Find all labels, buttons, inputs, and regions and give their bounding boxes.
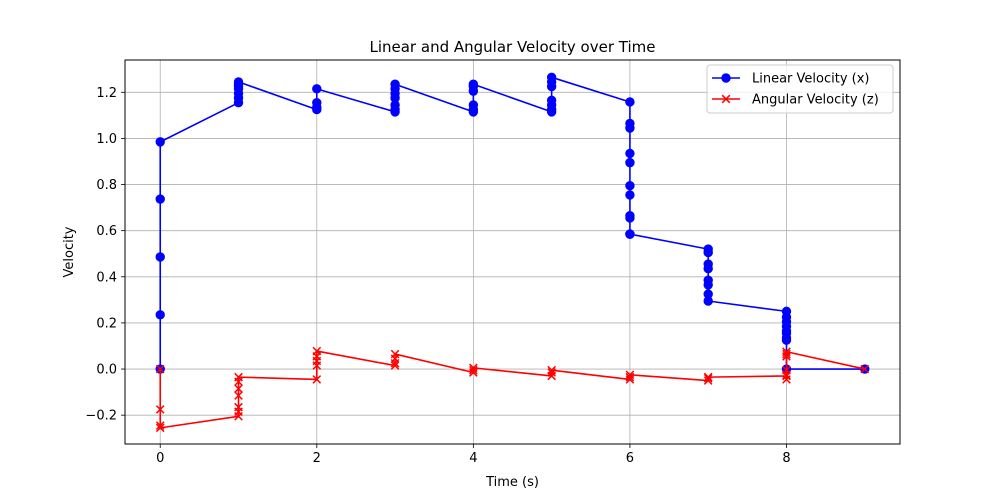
angular-velocity-point (625, 370, 635, 380)
angular-velocity-point (469, 363, 478, 373)
angular-velocity-point (155, 364, 165, 374)
plot-frame (124, 59, 901, 445)
angular-velocity-point (234, 391, 243, 400)
angular-velocity-point (234, 372, 243, 382)
linear-velocity-point (155, 137, 165, 147)
x-tick-label: 4 (469, 451, 477, 466)
linear-velocity-point (390, 79, 400, 89)
linear-velocity-point (312, 97, 322, 108)
linear-velocity-point (625, 180, 635, 191)
series-layer (155, 72, 870, 433)
y-axis-label: Velocity (62, 226, 77, 277)
angular-velocity-point (703, 373, 713, 383)
y-tick-label: 0.2 (96, 316, 117, 331)
angular-velocity-point (155, 405, 165, 414)
angular-velocity-point (469, 365, 478, 375)
legend-circle-marker (721, 73, 731, 83)
angular-velocity-point (782, 349, 791, 359)
linear-velocity-point (703, 296, 713, 306)
linear-velocity-point (625, 148, 635, 159)
legend-label-angular: Angular Velocity (z) (752, 93, 879, 108)
linear-velocity-point (703, 247, 713, 258)
linear-velocity-point (546, 95, 557, 106)
angular-velocity-point (703, 376, 713, 385)
linear-velocity-point (625, 97, 635, 107)
angular-velocity-point (860, 364, 870, 374)
legend-marker-angular (721, 94, 731, 104)
angular-velocity-point (390, 361, 400, 370)
series-angular-velocity (155, 346, 870, 433)
linear-velocity-point (625, 123, 635, 133)
angular-velocity-point (234, 384, 243, 393)
linear-velocity-point (468, 100, 479, 110)
angular-velocity-point (312, 346, 322, 356)
linear-velocity-point (468, 79, 479, 89)
angular-velocity-point (703, 372, 713, 382)
angular-velocity-point (234, 402, 243, 412)
x-axis-label: Time (s) (485, 475, 539, 490)
y-tick-label: 0.6 (96, 224, 117, 239)
angular-velocity-point (547, 368, 556, 377)
chart-title: Linear and Angular Velocity over Time (369, 38, 655, 56)
angular-velocity-line (159, 350, 865, 429)
linear-velocity-point (155, 194, 165, 204)
legend-label-linear: Linear Velocity (x) (752, 72, 870, 87)
y-tick-label: 0.8 (96, 178, 117, 193)
linear-velocity-point (703, 264, 713, 274)
x-tick-label: 8 (782, 451, 790, 466)
linear-velocity-point (155, 252, 165, 262)
x-tick-label: 2 (313, 451, 321, 466)
legend-entry-angular: Angular Velocity (z) (712, 93, 879, 108)
linear-velocity-point (625, 190, 635, 200)
angular-velocity-point (390, 349, 400, 359)
linear-velocity-point (546, 72, 557, 82)
legend-x-marker (721, 94, 731, 104)
angular-velocity-point (625, 372, 635, 382)
y-tick-label: −0.2 (85, 409, 117, 424)
linear-velocity-point (703, 280, 713, 290)
linear-velocity-point (625, 213, 635, 223)
linear-velocity-point (155, 310, 165, 320)
y-tick-label: 1.0 (96, 132, 117, 147)
series-linear-velocity (155, 72, 870, 374)
legend-box (706, 64, 894, 114)
linear-velocity-point (233, 77, 244, 87)
x-axis-ticks: 0 2 4 6 8 (156, 444, 791, 466)
angular-velocity-point (782, 347, 791, 357)
angular-velocity-point (312, 375, 322, 384)
angular-velocity-point (782, 365, 791, 375)
y-axis-ticks: −0.2 0.0 0.2 0.4 0.6 0.8 1.0 1.2 (85, 86, 125, 424)
legend-marker-linear (721, 73, 731, 83)
linear-velocity-point (312, 84, 322, 94)
linear-velocity-point (625, 157, 635, 168)
linear-velocity-point (625, 229, 635, 239)
x-tick-label: 6 (626, 451, 634, 466)
angular-velocity-point (547, 365, 556, 375)
angular-velocity-point (155, 421, 165, 430)
legend: Linear Velocity (x) Angular Velocity (z) (706, 64, 894, 114)
y-tick-label: 0.4 (96, 270, 117, 285)
angular-velocity-point (155, 423, 165, 433)
grid-lines (125, 60, 900, 444)
y-tick-label: 0.0 (96, 363, 117, 378)
y-tick-label: 1.2 (96, 86, 117, 101)
x-tick-label: 0 (156, 451, 164, 466)
legend-entry-linear: Linear Velocity (x) (712, 72, 870, 87)
linear-velocity-point (781, 335, 792, 345)
